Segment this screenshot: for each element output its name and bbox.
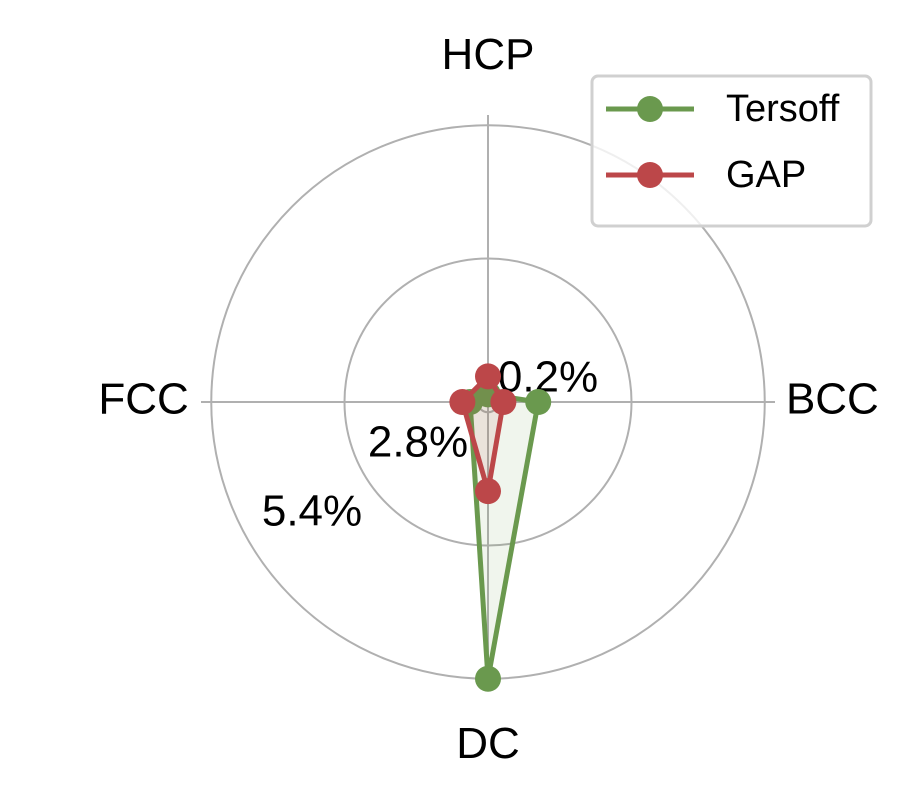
legend-marker [637, 96, 663, 122]
legend-marker [637, 162, 663, 188]
legend-label: GAP [726, 154, 806, 196]
point [449, 389, 476, 415]
point [475, 478, 501, 505]
point [525, 389, 552, 415]
legend: Tersoff GAP [590, 74, 873, 228]
category-label: HCP [442, 30, 535, 79]
category-label: BCC [786, 375, 879, 424]
point [475, 665, 501, 692]
point [475, 363, 501, 390]
category-label: DC [456, 719, 520, 768]
r-tick-label: 2.8% [368, 418, 468, 467]
category-label: FCC [98, 375, 188, 424]
legend-label: Tersoff [726, 88, 840, 130]
r-tick-label: 5.4% [262, 487, 362, 536]
point [490, 389, 517, 415]
series-area [470, 394, 539, 679]
